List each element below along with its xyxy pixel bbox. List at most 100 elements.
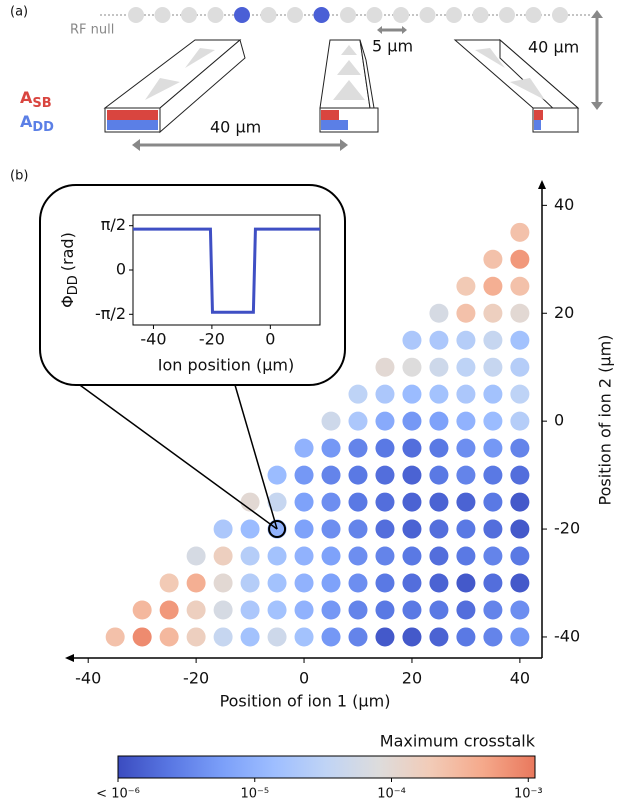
- crosstalk-dot: [483, 600, 503, 620]
- ion: [128, 7, 144, 23]
- crosstalk-dot: [510, 438, 530, 458]
- crosstalk-dot: [510, 384, 530, 404]
- beam-triangles: [145, 45, 545, 100]
- ion: [525, 7, 542, 23]
- crosstalk-dot: [375, 546, 395, 566]
- crosstalk-dot: [510, 600, 530, 620]
- crosstalk-chart: -40 -20 0 20 40 -40 -20 0 20 40 Position of ion 1 …: [61, 180, 615, 711]
- crosstalk-dot: [483, 627, 503, 647]
- ion: [313, 7, 330, 23]
- crosstalk-dot: [132, 627, 152, 647]
- crosstalk-dot: [429, 627, 449, 647]
- crosstalk-dot: [402, 600, 422, 620]
- crosstalk-dot: [510, 492, 530, 512]
- crosstalk-dot: [348, 411, 368, 431]
- ion: [260, 7, 277, 23]
- crosstalk-dot: [294, 492, 314, 512]
- crosstalk-dot: [321, 519, 341, 539]
- crosstalk-dot: [456, 303, 476, 323]
- crosstalk-dot: [240, 573, 260, 593]
- crosstalk-dot: [294, 600, 314, 620]
- crosstalk-dot: [402, 384, 422, 404]
- x-tick-label: -20: [183, 669, 209, 688]
- arrow-head: [591, 10, 603, 18]
- crosstalk-dot: [456, 438, 476, 458]
- crosstalk-dot: [240, 546, 260, 566]
- crosstalk-dot: [348, 438, 368, 458]
- crosstalk-dot: [321, 438, 341, 458]
- crosstalk-dot: [375, 492, 395, 512]
- y-axis-label: Position of ion 2 (μm): [596, 335, 615, 506]
- crosstalk-dot: [375, 438, 395, 458]
- crosstalk-dot: [510, 222, 530, 242]
- ion: [181, 7, 197, 23]
- crosstalk-dot: [402, 627, 422, 647]
- crosstalk-dot: [402, 465, 422, 485]
- crosstalk-dot: [213, 600, 233, 620]
- ion: [287, 7, 303, 23]
- crosstalk-dot: [267, 546, 287, 566]
- crosstalk-dot: [159, 573, 179, 593]
- amplitude-bars: [107, 110, 543, 130]
- crosstalk-dot: [483, 249, 503, 269]
- ion: [419, 7, 436, 23]
- crosstalk-dot: [456, 357, 476, 377]
- y-tick-label: 0: [554, 411, 564, 430]
- a-sb-bar: [107, 110, 158, 120]
- beams: [103, 38, 580, 134]
- spacing-label: 5 μm: [372, 37, 413, 56]
- crosstalk-dot: [240, 519, 260, 539]
- crosstalk-dot: [402, 438, 422, 458]
- crosstalk-dot: [510, 546, 530, 566]
- crosstalk-dot: [510, 276, 530, 296]
- phase-line: [133, 227, 320, 314]
- crosstalk-dot: [483, 303, 503, 323]
- arrow-head: [591, 102, 603, 110]
- ion: [366, 7, 383, 23]
- a-dd-label: ADD: [20, 112, 54, 135]
- crosstalk-dot: [456, 465, 476, 485]
- a-sb-main: A: [20, 88, 33, 107]
- crosstalk-dot: [159, 627, 179, 647]
- colorbar-rect: [117, 755, 536, 779]
- crosstalk-dot: [321, 627, 341, 647]
- crosstalk-dot: [213, 573, 233, 593]
- x-tick-label: 20: [402, 669, 422, 688]
- x-axis-arrow: [65, 654, 74, 662]
- ion: [446, 7, 462, 23]
- colorbar-tick-label: 10⁻⁵: [240, 787, 269, 802]
- crosstalk-dot: [213, 627, 233, 647]
- crosstalk-dot: [375, 384, 395, 404]
- crosstalk-dot: [348, 465, 368, 485]
- triangle: [145, 78, 180, 100]
- crosstalk-dot: [240, 492, 260, 512]
- crosstalk-dot: [510, 465, 530, 485]
- crosstalk-dot: [321, 411, 341, 431]
- crosstalk-dot: [267, 573, 287, 593]
- x-tick-label: -20: [199, 330, 225, 349]
- y-axis-label: ΦDD (rad): [58, 232, 81, 308]
- crosstalk-dot: [510, 249, 530, 269]
- crosstalk-dot: [429, 384, 449, 404]
- crosstalk-dot: [456, 546, 476, 566]
- crosstalk-dot: [483, 465, 503, 485]
- crosstalk-dot: [348, 546, 368, 566]
- crosstalk-dot: [456, 519, 476, 539]
- crosstalk-dot: [375, 357, 395, 377]
- panel-label: (b): [10, 169, 28, 184]
- triangle: [475, 48, 505, 68]
- crosstalk-dot: [456, 492, 476, 512]
- panel-label: (a): [10, 5, 28, 20]
- crosstalk-dot: [267, 600, 287, 620]
- arrow-head: [402, 26, 407, 34]
- crosstalk-dot: [294, 438, 314, 458]
- crosstalk-dot: [375, 411, 395, 431]
- a-dd-bar: [534, 120, 541, 130]
- rf-null-label: RF null: [70, 23, 114, 38]
- inset-chart: -40 -20 0 π/2 0 -π/2 Ion position (μm) ΦDD (rad): [39, 184, 346, 386]
- crosstalk-dot: [483, 384, 503, 404]
- x-tick-label: -40: [75, 669, 101, 688]
- crosstalk-dot: [429, 465, 449, 485]
- y-tick-label: 40: [554, 195, 574, 214]
